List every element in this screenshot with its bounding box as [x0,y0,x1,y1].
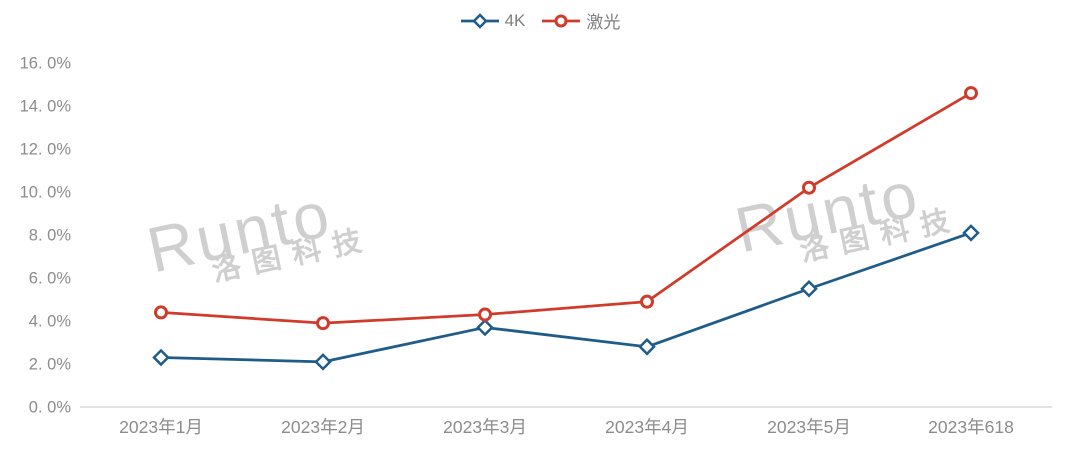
x-axis-tick-label: 2023年2月 [281,417,365,437]
legend: 4K 激光 [0,8,1080,33]
data-point-marker-4k [314,353,332,371]
legend-item-4k[interactable]: 4K [460,10,526,31]
x-axis-tick-label: 2023年3月 [443,417,527,437]
legend-label-4k: 4K [504,10,526,30]
data-point-marker-4k [638,338,656,356]
x-axis-tick-label: 2023年618 [928,417,1014,437]
data-point-marker-4k [476,318,494,337]
x-axis-tick-label: 2023年1月 [119,417,203,437]
y-axis-tick-label: 10. 0% [20,184,72,202]
x-axis-tick-label: 2023年4月 [605,417,689,437]
y-axis-tick-label: 2. 0% [29,356,72,374]
data-point-marker-laser [802,180,816,195]
data-point-marker-4k [800,279,818,298]
series-line-4k [159,231,973,364]
legend-marker-4k-diamond-icon [460,12,499,29]
data-point-marker-4k [962,224,980,242]
x-axis-tick-label: 2023年5月 [767,417,851,437]
data-point-marker-laser [478,307,492,322]
data-point-marker-laser [640,294,654,309]
data-point-marker-laser [964,86,978,101]
y-axis-tick-label: 16. 0% [20,55,72,73]
legend-item-laser[interactable]: 激光 [541,8,620,33]
data-point-marker-laser [316,316,330,331]
y-axis-tick-label: 8. 0% [29,227,72,245]
y-axis-tick-label: 0. 0% [29,399,72,417]
y-axis-tick-label: 4. 0% [29,313,72,331]
y-axis-tick-label: 12. 0% [20,141,72,159]
legend-marker-laser-circle-icon [542,14,581,27]
y-axis-tick-label: 6. 0% [29,270,72,288]
y-axis-tick-label: 14. 0% [20,98,72,116]
legend-label-laser: 激光 [586,13,621,32]
series-line-laser [159,91,973,325]
data-point-marker-4k [152,348,170,367]
data-point-marker-laser [154,305,168,320]
